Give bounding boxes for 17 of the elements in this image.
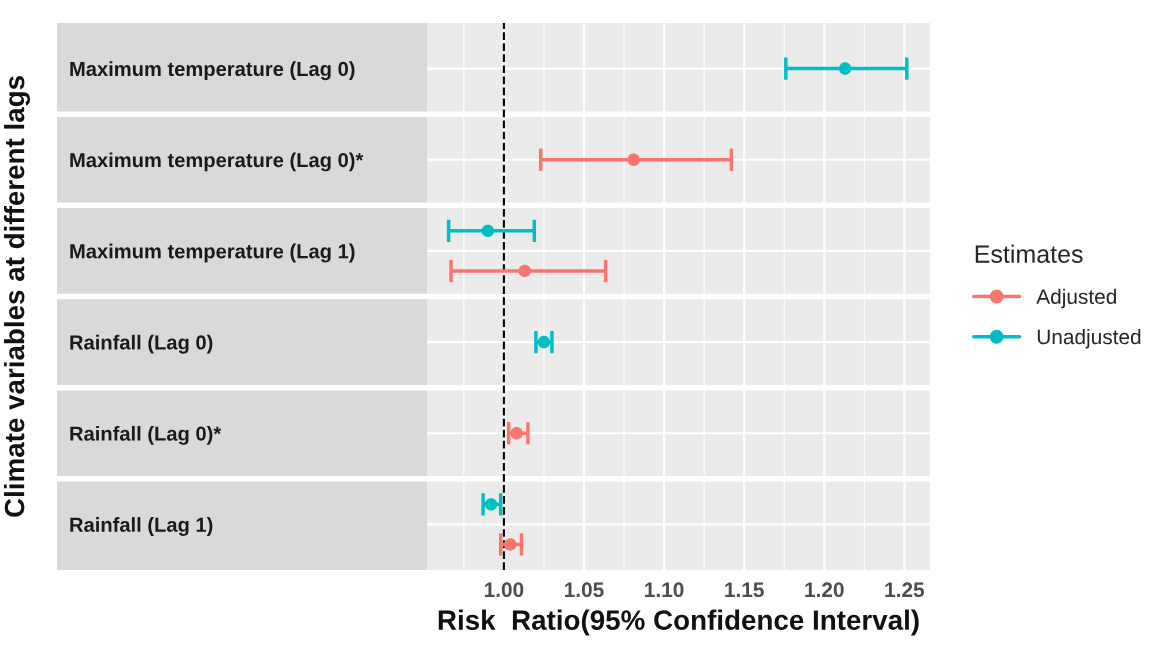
x-tick-label: 1.20 [805, 582, 844, 598]
x-tick-label: 1.00 [484, 582, 524, 598]
y-tick-label: Rainfall (Lag 1) [70, 517, 213, 536]
y-tick-label: Rainfall (Lag 0)* [70, 425, 222, 445]
y-tick-label: Maximum temperature (Lag 0)* [70, 152, 364, 172]
y-tick-label: Rainfall (Lag 0) [70, 334, 213, 354]
x-tick-label: 1.10 [645, 582, 684, 598]
x-tick-label: 1.05 [565, 582, 604, 598]
x-tick-label: 1.25 [885, 582, 925, 598]
legend-label: Unadjusted [1037, 328, 1141, 349]
legend-title: Estimates [975, 244, 1083, 263]
y-tick-label: Maximum temperature (Lag 1) [70, 243, 355, 263]
y-axis-title: Climate variables at different lags [3, 76, 30, 517]
legend-label: Adjusted [1036, 288, 1116, 309]
x-axis-title: Risk Ratio(95% Confidence Interval) [438, 609, 919, 636]
x-tick-label: 1.15 [725, 582, 764, 598]
y-tick-label: Maximum temperature (Lag 0) [70, 61, 355, 81]
